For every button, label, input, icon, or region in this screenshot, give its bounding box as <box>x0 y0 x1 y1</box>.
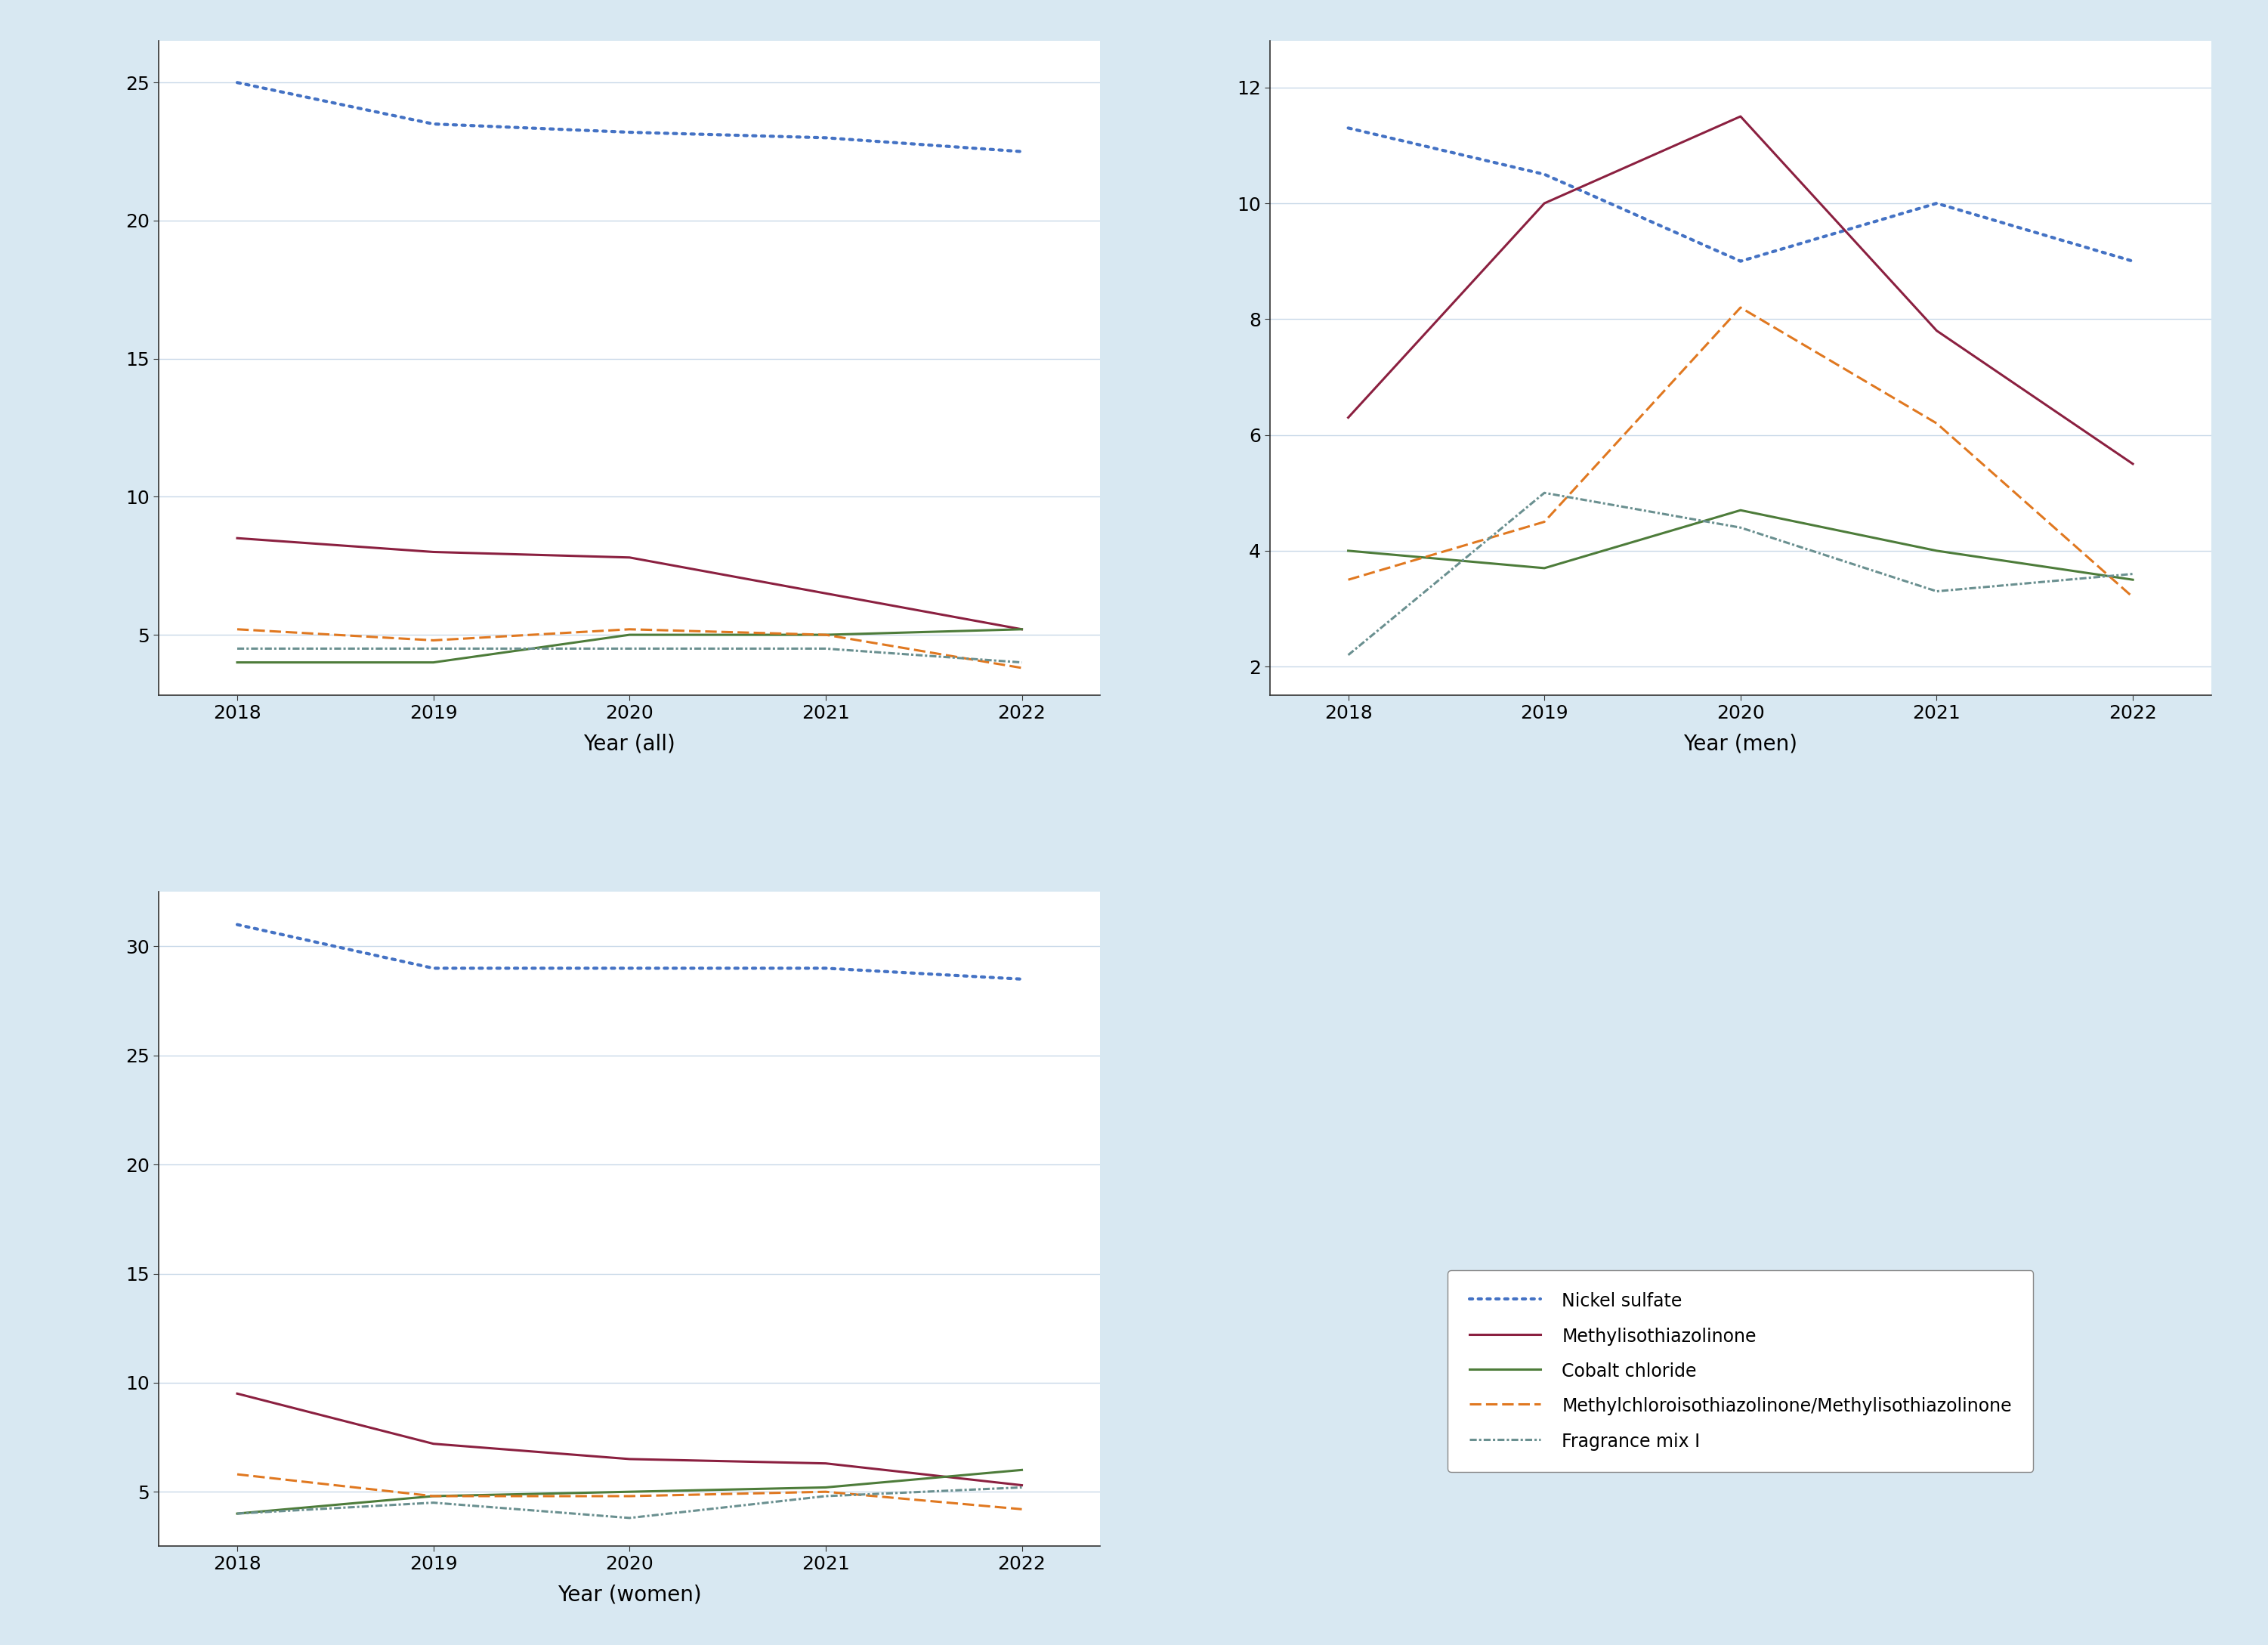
X-axis label: Year (women): Year (women) <box>558 1584 701 1606</box>
X-axis label: Year (all): Year (all) <box>583 734 676 755</box>
X-axis label: Year (men): Year (men) <box>1683 734 1799 755</box>
Legend: Nickel sulfate, Methylisothiazolinone, Cobalt chloride, Methylchloroisothiazolin: Nickel sulfate, Methylisothiazolinone, C… <box>1447 1270 2034 1472</box>
